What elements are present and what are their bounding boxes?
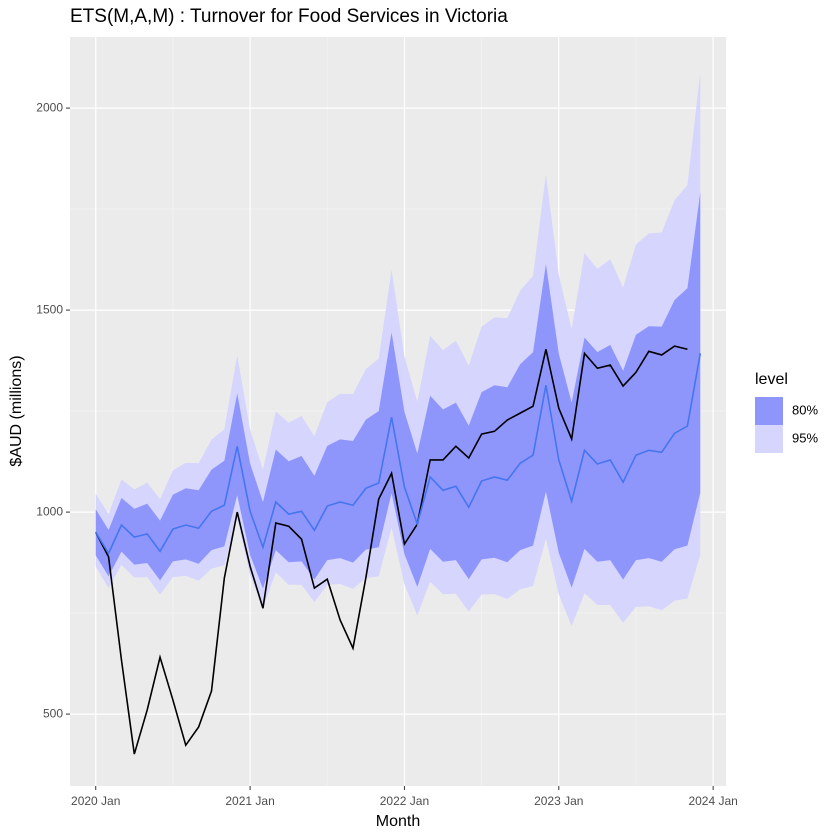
y-tick-label: 1500 <box>36 302 63 316</box>
x-tick-label: 2023 Jan <box>534 794 583 808</box>
y-axis-label: $AUD (millions) <box>8 355 25 466</box>
x-tick-label: 2021 Jan <box>225 794 274 808</box>
x-tick-label: 2024 Jan <box>688 794 737 808</box>
series-line <box>95 353 702 556</box>
chart-title: ETS(M,A,M) : Turnover for Food Services … <box>70 6 508 27</box>
series-line <box>95 345 688 755</box>
x-axis-label: Month <box>376 813 420 830</box>
interval-band <box>95 192 701 589</box>
y-tick-label: 1000 <box>36 504 63 518</box>
legend-label: 80% <box>792 402 818 417</box>
y-tick-label: 2000 <box>36 100 63 114</box>
x-tick-label: 2020 Jan <box>71 794 120 808</box>
y-tick-label: 500 <box>43 706 63 720</box>
legend-key <box>755 425 783 453</box>
legend-title: level <box>755 371 788 388</box>
x-tick-label: 2022 Jan <box>380 794 429 808</box>
legend-key <box>755 397 783 425</box>
legend-label: 95% <box>792 430 818 445</box>
